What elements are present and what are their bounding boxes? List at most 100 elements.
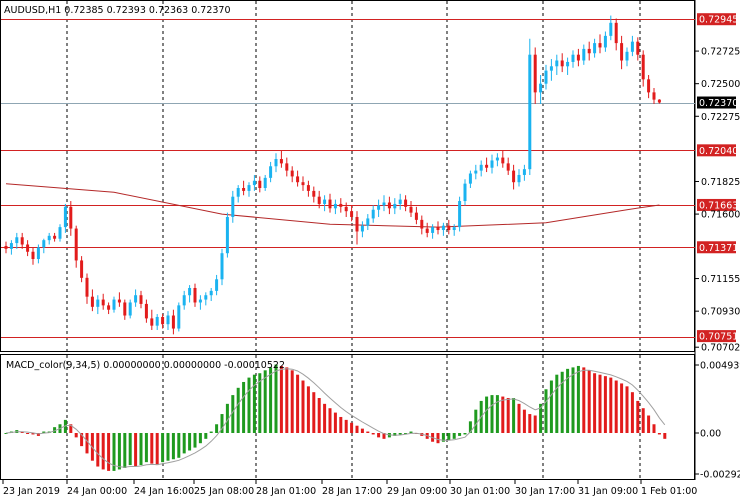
candle (479, 160, 483, 177)
price-tick[interactable]: 0.72725 (695, 47, 740, 58)
macd-bar (490, 395, 494, 433)
svg-text:0.72500: 0.72500 (701, 79, 740, 90)
horizontal-levels[interactable] (1, 19, 695, 338)
candle (425, 222, 429, 238)
price-tick[interactable]: 0.70751 (697, 330, 738, 343)
price-tick[interactable]: 0.70702 (695, 343, 740, 354)
time-tick[interactable]: 30 Jan 17:00 (514, 480, 575, 497)
candle (598, 34, 602, 54)
price-tick[interactable]: 0.72275 (695, 112, 740, 123)
time-tick[interactable]: 28 Jan 17:00 (321, 480, 382, 497)
macd-histogram (4, 364, 667, 471)
macd-bar (290, 370, 294, 433)
macd-bar (323, 403, 327, 433)
price-tick[interactable]: 0.71663 (697, 198, 738, 212)
candle (290, 166, 294, 183)
svg-text:0.72725: 0.72725 (701, 47, 740, 58)
candle (609, 15, 613, 41)
svg-text:29 Jan 09:00: 29 Jan 09:00 (387, 486, 447, 497)
candle (593, 38, 597, 58)
macd-bar (161, 433, 165, 463)
time-tick[interactable]: 31 Jan 09:00 (577, 480, 638, 497)
time-tick[interactable]: 28 Jan 01:00 (255, 480, 316, 497)
price-tick[interactable]: 0.72945 (697, 13, 738, 26)
price-tick[interactable]: 0.71825 (695, 177, 740, 188)
macd-bar (366, 431, 370, 433)
macd-bar (436, 433, 440, 444)
time-tick[interactable]: 30 Jan 01:00 (449, 480, 510, 497)
candle (155, 314, 159, 331)
candle (101, 293, 105, 310)
candle (393, 198, 397, 215)
macd-bar (312, 392, 316, 433)
candle (306, 180, 310, 197)
candle (587, 41, 591, 61)
candle (398, 193, 402, 210)
candle (333, 199, 337, 215)
macd-signal-line (5, 368, 666, 468)
svg-text:0.71825: 0.71825 (701, 177, 740, 188)
price-axis[interactable]: 0.72945 0.72725 0.72500 0.72370 0.72275 0.720… (695, 13, 740, 354)
price-tick[interactable]: 0.72500 (695, 79, 740, 90)
candle (339, 198, 343, 213)
price-tick[interactable]: 0.71155 (695, 274, 740, 285)
candle (26, 240, 30, 257)
macd-bar (31, 433, 35, 435)
price-tick[interactable]: 0.71600 (695, 210, 740, 221)
candle (652, 88, 656, 104)
candle (112, 296, 116, 313)
macd-bar (614, 380, 618, 433)
macd-bar (539, 403, 543, 433)
macd-bar (549, 380, 553, 433)
macd-bar (452, 433, 456, 439)
candle (474, 164, 478, 180)
macd-bar (258, 373, 262, 433)
macd-bar (652, 424, 656, 433)
candle (312, 186, 316, 203)
time-tick[interactable]: 24 Jan 00:00 (66, 480, 127, 497)
time-tick[interactable]: 24 Jan 16:00 (133, 480, 194, 497)
candle (47, 232, 51, 245)
candle (571, 50, 575, 68)
macd-bar (506, 398, 510, 433)
time-tick[interactable]: 1 Feb 01:00 (640, 480, 697, 497)
time-axis[interactable]: 23 Jan 2019 24 Jan 00:00 24 Jan 16:00 25 Ja… (2, 480, 697, 497)
candle (128, 299, 132, 319)
svg-text:28 Jan 17:00: 28 Jan 17:00 (322, 486, 382, 497)
candle (371, 205, 375, 223)
candle (9, 240, 13, 255)
candle (20, 232, 24, 249)
macd-bar (636, 400, 640, 433)
macd-bar (20, 431, 24, 433)
time-tick[interactable]: 25 Jan 08:00 (193, 480, 254, 497)
macd-bar (630, 392, 634, 433)
macd-bar (166, 433, 170, 461)
candle (236, 185, 240, 203)
macd-bar (301, 380, 305, 433)
candle (344, 202, 348, 217)
macd-bar (269, 367, 273, 433)
candle (458, 196, 462, 232)
candle (468, 170, 472, 189)
macd-bar (533, 415, 537, 433)
macd-bar (625, 386, 629, 433)
candle (528, 38, 532, 175)
time-tick[interactable]: 23 Jan 2019 (2, 480, 60, 497)
price-tick[interactable]: 0.70930 (695, 307, 740, 318)
symbol-info: AUDUSD,H1 0.72385 0.72393 0.72363 0.7237… (4, 5, 231, 16)
price-tick[interactable]: 0.72040 (697, 144, 738, 157)
svg-text:0.72370: 0.72370 (699, 98, 738, 109)
macd-bar (587, 370, 591, 433)
macd-bar (177, 433, 181, 458)
macd-bar (576, 365, 580, 433)
price-tick[interactable]: 0.71371 (697, 241, 738, 254)
time-tick[interactable]: 29 Jan 09:00 (386, 480, 447, 497)
candle (4, 241, 8, 254)
price-tick[interactable]: 0.72370 (697, 96, 738, 110)
candle (301, 176, 305, 191)
candle (58, 224, 62, 242)
macd-label: MACD_color(9,34,5) 0.00000000 0.00000000… (6, 360, 285, 371)
candle (242, 180, 246, 196)
svg-text:24 Jan 00:00: 24 Jan 00:00 (67, 486, 127, 497)
